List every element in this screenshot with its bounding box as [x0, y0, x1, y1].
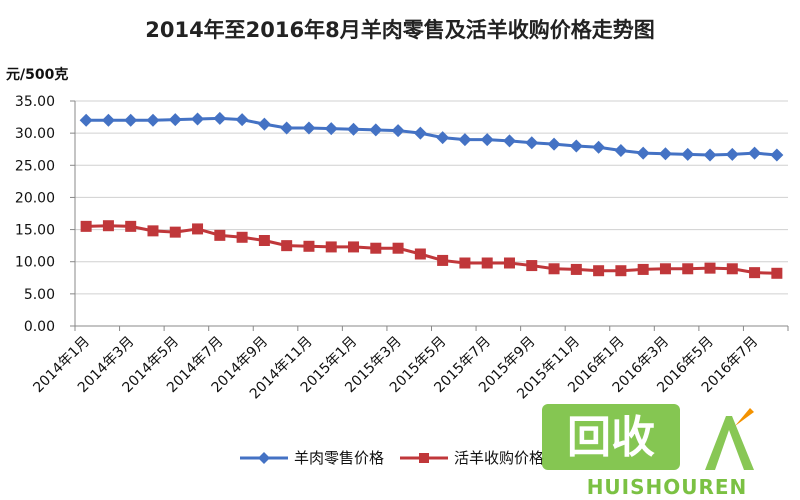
data-point-purchase — [303, 240, 315, 252]
legend-label-retail: 羊肉零售价格 — [294, 449, 385, 467]
x-tick-labels: 2014年1月2014年3月2014年5月2014年7月2014年9月2014年… — [30, 334, 761, 403]
data-point-purchase — [749, 267, 761, 279]
data-point-purchase — [615, 265, 627, 277]
data-point-retail — [703, 148, 717, 162]
data-point-retail — [614, 144, 628, 157]
data-point-purchase — [236, 231, 248, 243]
logo-leaf-icon — [735, 408, 754, 426]
legend-swatch-purchase — [400, 452, 448, 463]
y-tick-label: 35.00 — [15, 94, 55, 110]
data-point-retail — [458, 133, 472, 147]
data-point-purchase — [593, 265, 605, 277]
data-point-purchase — [414, 248, 426, 260]
data-point-retail — [725, 147, 739, 161]
data-point-purchase — [659, 263, 671, 275]
data-point-retail — [480, 133, 494, 147]
logo-badge — [542, 404, 680, 470]
data-point-purchase — [370, 242, 382, 254]
data-point-retail — [191, 112, 205, 126]
data-point-retail — [213, 111, 227, 125]
data-point-retail — [569, 139, 583, 153]
data-point-retail — [168, 113, 182, 127]
data-point-retail — [347, 122, 361, 136]
data-point-purchase — [325, 241, 337, 253]
data-point-retail — [636, 146, 650, 160]
data-point-purchase — [682, 263, 694, 275]
data-point-retail — [436, 131, 450, 145]
data-point-purchase — [125, 220, 137, 232]
data-point-purchase — [258, 235, 270, 246]
data-point-retail — [280, 121, 294, 135]
data-point-retail — [324, 122, 338, 136]
y-tick-label: 20.00 — [15, 190, 55, 206]
chart-title: 2014年至2016年8月羊肉零售及活羊收购价格走势图 — [145, 18, 655, 42]
data-point-retail — [748, 146, 762, 160]
data-point-purchase — [481, 257, 493, 269]
watermark-logo: 回收 HUISHOUREN — [542, 404, 754, 498]
data-point-retail — [391, 124, 405, 138]
data-point-purchase — [281, 240, 293, 252]
data-point-purchase — [437, 254, 449, 266]
logo-brand-text: HUISHOUREN — [587, 475, 748, 498]
data-point-purchase — [392, 242, 404, 254]
data-point-purchase — [192, 223, 204, 235]
y-tick-label: 5.00 — [24, 287, 55, 303]
data-point-purchase — [348, 241, 360, 253]
y-tick-label: 25.00 — [15, 158, 55, 174]
data-point-retail — [658, 147, 672, 161]
data-point-retail — [101, 113, 115, 127]
data-point-retail — [413, 126, 427, 140]
y-tick-label: 30.00 — [15, 126, 55, 142]
data-point-purchase — [80, 220, 92, 232]
y-tick-label: 15.00 — [15, 223, 55, 239]
data-point-purchase — [704, 262, 716, 274]
data-point-retail — [124, 113, 138, 127]
y-tick-label: 10.00 — [15, 255, 55, 271]
y-tick-label: 0.00 — [24, 319, 55, 335]
data-point-retail — [681, 147, 695, 161]
data-point-retail — [79, 113, 93, 127]
series-line-retail — [86, 116, 777, 157]
axes — [70, 100, 789, 331]
data-point-retail — [369, 123, 383, 137]
data-point-purchase — [637, 263, 649, 275]
series-line-purchase — [86, 224, 777, 275]
legend-item-purchase: 活羊收购价格 — [400, 447, 544, 468]
data-point-retail — [592, 140, 606, 154]
data-point-purchase — [459, 257, 471, 269]
data-point-purchase — [570, 263, 582, 275]
data-point-retail — [547, 137, 561, 151]
data-point-purchase — [147, 225, 159, 237]
data-point-retail — [146, 113, 160, 127]
logo-mark-icon — [705, 416, 754, 470]
series-lines — [79, 111, 784, 279]
data-point-purchase — [214, 229, 226, 241]
data-point-purchase — [726, 263, 738, 275]
logo-text: 回收 — [567, 412, 655, 463]
legend-item-retail: 羊肉零售价格 — [240, 447, 384, 468]
y-axis-unit-label: 元/500克 — [6, 67, 69, 83]
data-point-purchase — [771, 267, 783, 279]
data-point-retail — [257, 117, 271, 131]
data-point-purchase — [169, 226, 181, 238]
data-point-purchase — [102, 220, 114, 232]
data-point-purchase — [503, 257, 515, 269]
data-point-retail — [302, 121, 316, 135]
data-point-retail — [502, 134, 516, 148]
data-point-retail — [525, 136, 539, 150]
legend-swatch-retail — [240, 451, 288, 464]
data-point-purchase — [548, 263, 560, 275]
data-point-retail — [770, 148, 784, 162]
legend-label-purchase: 活羊收购价格 — [454, 449, 545, 467]
data-point-purchase — [526, 260, 538, 272]
data-point-retail — [235, 113, 249, 127]
gridlines — [75, 100, 788, 295]
y-tick-labels: 35.00 30.00 25.00 20.00 15.00 10.00 5.00 0.00 — [15, 94, 55, 335]
